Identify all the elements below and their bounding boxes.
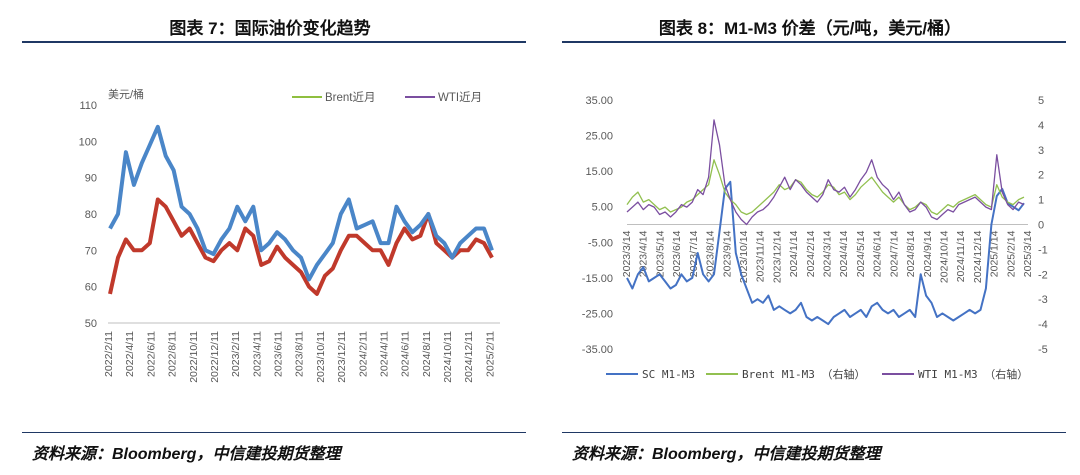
y-tick-label: 60 — [85, 282, 97, 294]
unit-label: 美元/桶 — [108, 87, 144, 101]
oil-price-chart: 美元/桶 50 60 70 80 90 100 110 2022/2/11 2022/4/11 20… — [79, 87, 500, 383]
y-tick-label: 50 — [85, 318, 97, 330]
x-tick-label: 2023/7/14 — [688, 230, 700, 277]
right-y-tick-label: 5 — [1038, 95, 1044, 107]
x-tick-label: 2024/12/14 — [972, 230, 984, 283]
x-tick-label: 2024/10/11 — [442, 331, 454, 383]
right-figure-title: 图表 8：M1-M3 价差（元/吨，美元/桶） — [658, 19, 962, 38]
x-tick-label: 2024/11/14 — [955, 230, 967, 282]
x-tick-label: 2024/8/14 — [905, 230, 917, 277]
x-tick-label: 2024/7/14 — [888, 230, 900, 277]
x-tick-label: 2023/6/14 — [671, 230, 683, 277]
x-tick-label: 2024/9/14 — [922, 230, 934, 277]
left-y-tick-label: -15.00 — [582, 273, 613, 285]
x-tick-label: 2023/10/11 — [315, 331, 327, 383]
x-tick-label: 2023/12/11 — [336, 331, 348, 383]
x-tick-label: 2024/12/11 — [463, 331, 475, 383]
x-tick-label: 2025/2/14 — [1005, 230, 1017, 277]
x-tick-label: 2024/3/14 — [822, 230, 834, 277]
x-tick-label: 2023/5/14 — [654, 230, 666, 277]
x-tick-label: 2023/9/14 — [721, 230, 733, 277]
left-y-tick-label: 35.00 — [585, 95, 613, 107]
right-bottom-rule — [562, 432, 1066, 433]
x-tick-label: 2022/10/11 — [188, 331, 200, 383]
legend-label-wti: WTI近月 — [438, 91, 482, 104]
y-tick-label: 80 — [85, 209, 97, 221]
series-line-wti — [626, 119, 1025, 226]
x-tick-label: 2023/2/11 — [230, 331, 242, 377]
left-y-tick-label: -5.00 — [588, 237, 613, 249]
left-y-tick-label: -25.00 — [582, 308, 613, 320]
right-y-tick-label: -5 — [1038, 344, 1048, 356]
y-tick-label: 110 — [79, 100, 97, 112]
right-figure-panel: 图表 8：M1-M3 价差（元/吨，美元/桶） 35.00 25.00 15.00 5… — [540, 0, 1080, 475]
right-source-note: 资料来源：Bloomberg，中信建投期货整理 — [572, 446, 881, 463]
legend-label-brent: Brent M1-M3 （右轴） — [742, 367, 865, 381]
left-source-note: 资料来源：Bloomberg，中信建投期货整理 — [32, 446, 341, 463]
y-tick-label: 90 — [85, 173, 97, 185]
x-tick-label: 2024/4/11 — [378, 331, 390, 377]
x-tick-label: 2023/4/11 — [251, 331, 263, 377]
x-tick-label: 2025/3/14 — [1022, 230, 1034, 277]
x-tick-label: 2022/8/11 — [167, 331, 179, 377]
x-tick-label: 2023/10/14 — [738, 230, 750, 283]
m1-m3-spread-chart: 35.00 25.00 15.00 5.00 -5.00 -15.00 -25.00 -35.… — [582, 95, 1048, 381]
right-y-tick-label: 1 — [1038, 195, 1044, 207]
left-figure-title: 图表 7：国际油价变化趋势 — [169, 19, 371, 38]
y-tick-label: 70 — [85, 245, 97, 257]
x-tick-label: 2022/2/11 — [103, 331, 115, 377]
x-tick-label: 2023/8/11 — [294, 331, 306, 377]
left-y-tick-label: -35.00 — [582, 344, 613, 356]
x-tick-label: 2022/12/11 — [209, 331, 221, 383]
x-tick-label: 2025/2/11 — [484, 331, 496, 377]
x-tick-label: 2023/4/14 — [638, 230, 650, 277]
left-title-rule — [22, 41, 526, 43]
x-tick-label: 2023/3/14 — [621, 230, 633, 277]
series-line-sc — [626, 180, 1025, 326]
x-tick-label: 2022/6/11 — [145, 331, 157, 377]
series-line-wti — [108, 197, 494, 296]
legend-label-sc: SC M1-M3 — [642, 368, 695, 381]
right-y-tick-label: 0 — [1038, 220, 1044, 232]
left-y-tick-label: 15.00 — [585, 166, 613, 178]
left-y-tick-label: 5.00 — [592, 202, 613, 214]
x-tick-label: 2022/4/11 — [124, 331, 136, 377]
right-y-tick-label: 2 — [1038, 170, 1044, 182]
right-y-tick-label: 3 — [1038, 145, 1044, 157]
x-tick-label: 2024/10/14 — [938, 230, 950, 283]
right-y-tick-label: -2 — [1038, 269, 1048, 281]
left-bottom-rule — [22, 432, 526, 433]
x-tick-label: 2024/2/14 — [805, 230, 817, 277]
x-tick-label: 2024/5/14 — [855, 230, 867, 277]
x-tick-label: 2023/12/14 — [771, 230, 783, 283]
x-tick-label: 2024/8/11 — [421, 331, 433, 377]
x-tick-label: 2023/11/14 — [755, 230, 767, 282]
x-tick-label: 2024/1/14 — [788, 230, 800, 277]
x-tick-label: 2023/8/14 — [705, 230, 717, 277]
x-tick-label: 2024/2/11 — [357, 331, 369, 377]
series-line-brent — [108, 124, 494, 282]
right-y-tick-label: -3 — [1038, 294, 1048, 306]
x-tick-label: 2023/6/11 — [273, 331, 285, 377]
right-y-tick-label: -1 — [1038, 244, 1048, 256]
legend-label-wti: WTI M1-M3 （右轴） — [918, 367, 1028, 381]
right-y-tick-label: -4 — [1038, 319, 1048, 331]
left-y-tick-label: 25.00 — [585, 131, 613, 143]
legend-label-brent: Brent近月 — [325, 91, 376, 104]
x-tick-label: 2024/6/11 — [400, 331, 412, 377]
y-tick-label: 100 — [79, 136, 97, 148]
right-y-tick-label: 4 — [1038, 120, 1044, 132]
left-figure-panel: 图表 7：国际油价变化趋势 美元/桶 50 60 70 80 90 100 110 2022/2… — [22, 19, 526, 463]
right-title-rule — [562, 41, 1066, 43]
x-tick-label: 2025/1/14 — [989, 230, 1001, 277]
x-tick-label: 2024/4/14 — [838, 230, 850, 277]
x-tick-label: 2024/6/14 — [872, 230, 884, 277]
